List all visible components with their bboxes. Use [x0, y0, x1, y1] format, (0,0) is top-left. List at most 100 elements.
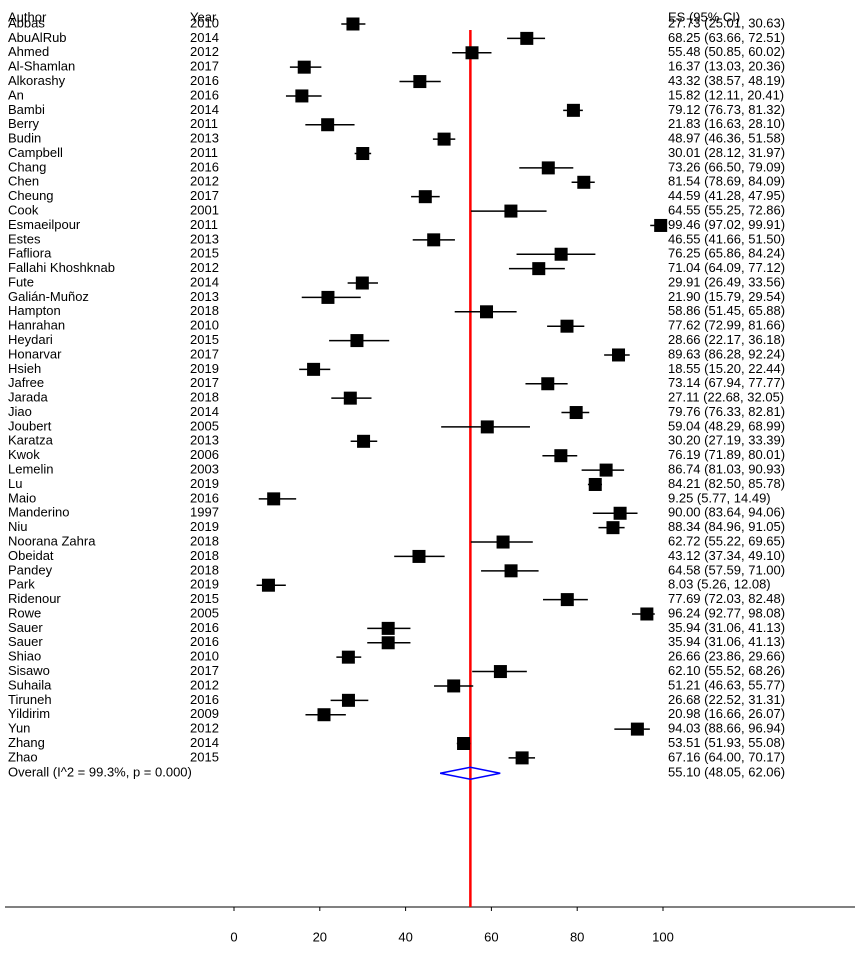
- es-label: 76.25 (65.86, 84.24): [668, 246, 785, 261]
- point-estimate: [418, 190, 432, 204]
- author-label: Karatza: [8, 433, 54, 448]
- author-label: Honarvar: [8, 346, 62, 361]
- point-estimate: [341, 650, 355, 664]
- author-label: Fafliora: [8, 246, 52, 261]
- year-label: 2015: [190, 332, 219, 347]
- point-estimate: [480, 420, 494, 434]
- year-label: 2006: [190, 447, 219, 462]
- point-estimate: [267, 492, 281, 506]
- es-label: 81.54 (78.69, 84.09): [668, 174, 785, 189]
- author-label: Zhang: [8, 735, 45, 750]
- es-label: 79.76 (76.33, 82.81): [668, 404, 785, 419]
- author-label: Abbas: [8, 15, 45, 30]
- author-label: Cheung: [8, 188, 54, 203]
- point-estimate: [381, 621, 395, 635]
- year-label: 2018: [190, 562, 219, 577]
- es-label: 51.21 (46.63, 55.77): [668, 677, 785, 692]
- es-label: 26.66 (23.86, 29.66): [668, 649, 785, 664]
- point-estimate: [437, 132, 451, 146]
- year-label: 2014: [190, 404, 219, 419]
- point-estimate: [346, 17, 360, 31]
- year-label: 2017: [190, 375, 219, 390]
- author-label: Estes: [8, 231, 41, 246]
- point-estimate: [654, 218, 668, 232]
- point-estimate: [355, 276, 369, 290]
- author-label: Rowe: [8, 605, 41, 620]
- point-estimate: [599, 463, 613, 477]
- point-estimate: [465, 46, 479, 60]
- year-label: 2014: [190, 274, 219, 289]
- year-label: 2012: [190, 174, 219, 189]
- author-label: Hanrahan: [8, 318, 65, 333]
- year-label: 2003: [190, 462, 219, 477]
- point-estimate: [613, 506, 627, 520]
- year-label: 2010: [190, 318, 219, 333]
- author-label: Jiao: [8, 404, 32, 419]
- year-label: 2012: [190, 677, 219, 692]
- es-label: 64.55 (55.25, 72.86): [668, 203, 785, 218]
- x-tick-label: 20: [313, 929, 327, 944]
- author-label: Pandey: [8, 562, 53, 577]
- es-label: 77.62 (72.99, 81.66): [668, 318, 785, 333]
- point-estimate: [496, 535, 510, 549]
- year-label: 2013: [190, 289, 219, 304]
- year-label: 2016: [190, 87, 219, 102]
- point-estimate: [554, 247, 568, 261]
- point-estimate: [532, 262, 546, 276]
- point-estimate: [577, 175, 591, 189]
- es-label: 71.04 (64.09, 77.12): [668, 260, 785, 275]
- author-label: Hampton: [8, 303, 61, 318]
- year-label: 2012: [190, 44, 219, 59]
- point-estimate: [566, 103, 580, 117]
- author-label: Ridenour: [8, 591, 61, 606]
- author-label: Maio: [8, 490, 36, 505]
- point-estimate: [606, 521, 620, 535]
- author-label: Berry: [8, 116, 40, 131]
- point-estimate: [554, 449, 568, 463]
- es-label: 62.72 (55.22, 69.65): [668, 533, 785, 548]
- point-estimate: [261, 578, 275, 592]
- es-label: 46.55 (41.66, 51.50): [668, 231, 785, 246]
- point-estimate: [541, 161, 555, 175]
- author-label: Lemelin: [8, 462, 54, 477]
- point-estimate: [520, 31, 534, 45]
- author-header: Author: [8, 9, 47, 24]
- year-label: 2019: [190, 577, 219, 592]
- es-label: 90.00 (83.64, 94.06): [668, 505, 785, 520]
- author-label: Alkorashy: [8, 73, 66, 88]
- year-label: 2012: [190, 721, 219, 736]
- es-label: 53.51 (51.93, 55.08): [668, 735, 785, 750]
- point-estimate: [321, 118, 335, 132]
- point-estimate: [381, 636, 395, 650]
- year-label: 2005: [190, 418, 219, 433]
- year-label: 2014: [190, 30, 219, 45]
- es-label: 76.19 (71.89, 80.01): [668, 447, 785, 462]
- es-label: 89.63 (86.28, 92.24): [668, 346, 785, 361]
- point-estimate: [321, 290, 335, 304]
- es-label: 68.25 (63.66, 72.51): [668, 30, 785, 45]
- year-label: 2016: [190, 159, 219, 174]
- point-estimate: [427, 233, 441, 247]
- overall-label: Overall (I^2 = 99.3%, p = 0.000): [8, 765, 192, 780]
- author-label: Kwok: [8, 447, 40, 462]
- x-tick-label: 40: [398, 929, 412, 944]
- author-label: Yildirim: [8, 706, 50, 721]
- x-tick-label: 100: [652, 929, 674, 944]
- es-label: 73.14 (67.94, 77.77): [668, 375, 785, 390]
- year-label: 2018: [190, 548, 219, 563]
- es-label: 15.82 (12.11, 20.41): [668, 87, 784, 102]
- es-label: 88.34 (84.96, 91.05): [668, 519, 785, 534]
- point-estimate: [317, 708, 331, 722]
- author-label: AbuAlRub: [8, 30, 67, 45]
- x-tick-label: 80: [570, 929, 584, 944]
- es-label: 20.98 (16.66, 26.07): [668, 706, 785, 721]
- point-estimate: [350, 334, 364, 348]
- year-label: 2018: [190, 533, 219, 548]
- year-label: 2009: [190, 706, 219, 721]
- author-label: Sauer: [8, 620, 43, 635]
- author-label: Chen: [8, 174, 39, 189]
- point-estimate: [560, 593, 574, 607]
- author-label: Campbell: [8, 145, 63, 160]
- es-label: 9.25 (5.77, 14.49): [668, 490, 771, 505]
